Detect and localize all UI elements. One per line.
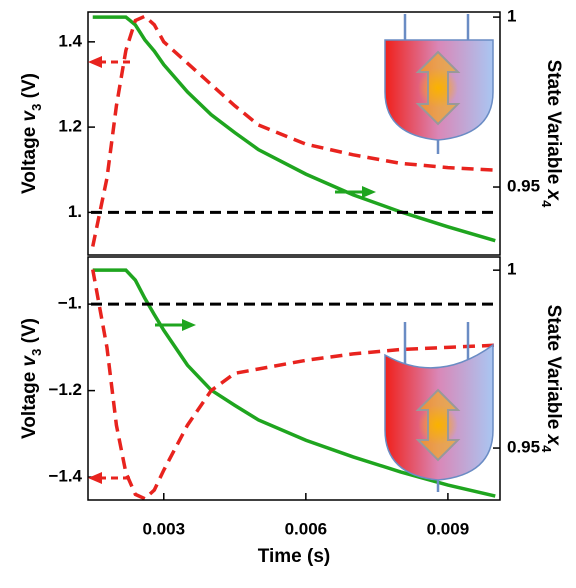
y-axis-label-part: 3 xyxy=(29,349,44,356)
y2-axis-label-part: x xyxy=(543,189,564,202)
y-tick-label: −1.4 xyxy=(48,467,82,486)
y-tick-label: −1. xyxy=(58,294,82,313)
data-line xyxy=(91,14,496,247)
y-tick-label: 1. xyxy=(68,202,82,221)
plot-frame xyxy=(87,256,501,501)
y-axis-label-part: v xyxy=(19,354,40,366)
y-axis-label-part: (V) xyxy=(19,318,40,349)
y-axis-label: Voltage v3 (V) xyxy=(19,73,44,194)
y-axis-label-part: Voltage xyxy=(19,366,40,439)
data-line xyxy=(92,15,496,243)
y2-tick-label: 1 xyxy=(507,7,516,26)
y-tick-label: 1.4 xyxy=(58,31,82,50)
x-tick-label: 0.009 xyxy=(427,519,470,538)
y2-axis-label-part: 4 xyxy=(539,445,554,453)
y-axis-label-part: 3 xyxy=(29,104,44,111)
data-line xyxy=(92,268,496,498)
y2-axis-label: State Variable x4 xyxy=(539,305,564,453)
x-axis-label: Time (s) xyxy=(258,546,331,567)
y-axis-label-part: Voltage xyxy=(19,121,40,194)
arrow-annotations xyxy=(88,56,376,484)
x-tick-label: 0.003 xyxy=(142,519,185,538)
y-axis-label-part: (V) xyxy=(19,73,40,104)
y2-axis-label-part: 4 xyxy=(539,200,554,208)
y2-axis-label: State Variable x4 xyxy=(539,60,564,208)
data-line xyxy=(91,269,496,501)
y2-tick-label: 0.95 xyxy=(507,177,540,196)
device-icon-top xyxy=(384,14,494,154)
y-axis-label: Voltage v3 (V) xyxy=(19,318,44,439)
x-tick-label: 0.006 xyxy=(285,519,328,538)
y2-tick-label: 1 xyxy=(507,260,516,279)
y2-tick-label: 0.95 xyxy=(507,438,540,457)
y-axis-label-part: v xyxy=(19,109,40,121)
device-icon-bottom xyxy=(384,322,494,492)
plot-frame xyxy=(87,11,501,256)
y-tick-label: 1.2 xyxy=(58,117,82,136)
y2-axis-label-part: x xyxy=(543,434,564,447)
y2-axis-label-part: State Variable xyxy=(543,305,564,435)
y-tick-label: −1.2 xyxy=(48,380,82,399)
y2-axis-label-part: State Variable xyxy=(543,60,564,190)
